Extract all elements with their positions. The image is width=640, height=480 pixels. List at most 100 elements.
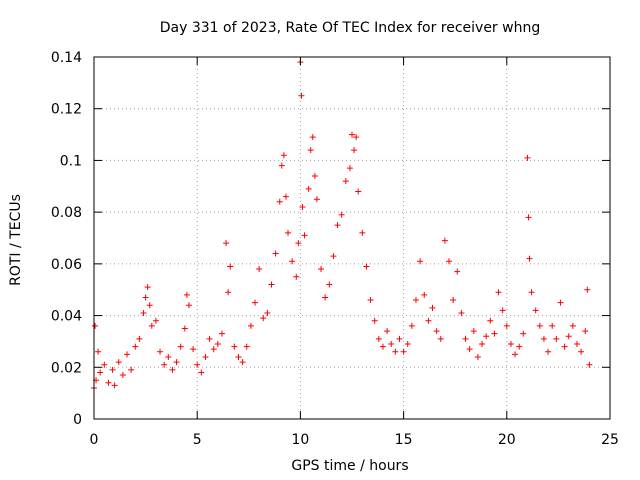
data-point bbox=[311, 172, 318, 179]
data-point bbox=[557, 299, 564, 306]
data-point bbox=[223, 240, 230, 247]
data-point bbox=[351, 147, 358, 154]
data-point bbox=[584, 286, 591, 293]
data-point bbox=[132, 343, 139, 350]
y-tick-label: 0.12 bbox=[51, 102, 82, 118]
data-point bbox=[305, 185, 312, 192]
data-point bbox=[165, 353, 172, 360]
data-point bbox=[299, 203, 306, 210]
x-tick-label: 20 bbox=[498, 432, 516, 448]
data-point bbox=[105, 379, 112, 386]
data-point bbox=[528, 289, 535, 296]
data-point bbox=[142, 294, 149, 301]
y-tick-label: 0 bbox=[73, 412, 82, 428]
data-point bbox=[307, 147, 314, 154]
data-point bbox=[503, 322, 510, 329]
data-point bbox=[338, 211, 345, 218]
data-point bbox=[206, 335, 213, 342]
data-point bbox=[569, 322, 576, 329]
data-point bbox=[466, 346, 473, 353]
data-point bbox=[388, 341, 395, 348]
y-tick-label: 0.04 bbox=[51, 309, 82, 325]
data-point bbox=[349, 131, 355, 138]
data-point bbox=[441, 237, 448, 244]
data-point bbox=[161, 361, 168, 368]
data-point bbox=[235, 353, 242, 360]
data-point bbox=[282, 193, 289, 200]
data-point bbox=[499, 307, 506, 314]
data-point bbox=[190, 346, 197, 353]
data-point bbox=[322, 294, 329, 301]
data-point bbox=[487, 317, 494, 324]
y-axis-ticks: 0 0.02 0.04 0.06 0.08 0.1 0.12 0.14 bbox=[51, 50, 610, 428]
data-point bbox=[363, 263, 370, 270]
data-point bbox=[293, 273, 300, 280]
data-point bbox=[202, 353, 209, 360]
data-point bbox=[181, 325, 188, 332]
data-point bbox=[400, 348, 407, 355]
data-point bbox=[239, 359, 246, 366]
data-point bbox=[136, 335, 143, 342]
data-point bbox=[578, 348, 585, 355]
data-point bbox=[525, 214, 532, 221]
data-point bbox=[177, 343, 184, 350]
data-point bbox=[371, 317, 378, 324]
data-point bbox=[404, 341, 411, 348]
data-point bbox=[185, 302, 192, 309]
data-point bbox=[225, 289, 232, 296]
data-point bbox=[421, 291, 428, 298]
data-point bbox=[92, 322, 99, 329]
data-point bbox=[198, 369, 205, 376]
data-point bbox=[462, 335, 469, 342]
data-point bbox=[264, 309, 271, 316]
y-tick-label: 0.14 bbox=[51, 50, 82, 66]
data-point bbox=[289, 258, 296, 265]
data-point bbox=[429, 304, 436, 311]
data-point bbox=[227, 263, 234, 270]
data-point bbox=[109, 366, 116, 373]
data-point bbox=[101, 361, 108, 368]
data-point bbox=[210, 346, 217, 353]
data-point bbox=[146, 302, 153, 309]
data-point bbox=[231, 343, 238, 350]
data-point bbox=[298, 92, 305, 99]
data-point bbox=[144, 284, 151, 291]
data-point bbox=[417, 258, 424, 265]
y-tick-label: 0.1 bbox=[60, 153, 82, 169]
data-point bbox=[313, 196, 320, 203]
data-point bbox=[408, 322, 415, 329]
data-point bbox=[458, 309, 465, 316]
data-point bbox=[353, 134, 360, 141]
data-point bbox=[295, 240, 302, 247]
x-tick-label: 15 bbox=[395, 432, 413, 448]
data-point bbox=[128, 366, 135, 373]
data-point bbox=[512, 351, 519, 358]
data-point bbox=[450, 297, 457, 304]
data-point bbox=[119, 372, 126, 379]
data-point bbox=[346, 165, 353, 172]
data-point bbox=[148, 322, 155, 329]
data-point bbox=[425, 317, 432, 324]
data-point bbox=[247, 322, 254, 329]
data-point bbox=[526, 255, 533, 262]
data-point bbox=[379, 343, 386, 350]
plot-frame bbox=[93, 56, 611, 420]
data-point bbox=[437, 335, 444, 342]
data-point bbox=[334, 222, 341, 229]
data-point bbox=[309, 134, 316, 141]
data-point bbox=[214, 341, 221, 348]
x-axis-label: GPS time / hours bbox=[291, 458, 408, 474]
data-point bbox=[561, 343, 568, 350]
data-point bbox=[384, 328, 391, 335]
data-point bbox=[545, 348, 552, 355]
data-point bbox=[111, 382, 118, 389]
y-tick-label: 0.02 bbox=[51, 360, 82, 376]
data-point bbox=[276, 198, 283, 205]
data-point bbox=[367, 297, 374, 304]
x-tick-label: 25 bbox=[601, 432, 619, 448]
x-axis-ticks: 0 5 10 15 20 25 bbox=[90, 57, 619, 448]
data-point bbox=[582, 328, 589, 335]
data-point bbox=[157, 348, 164, 355]
data-point bbox=[495, 289, 502, 296]
data-point bbox=[140, 309, 147, 316]
